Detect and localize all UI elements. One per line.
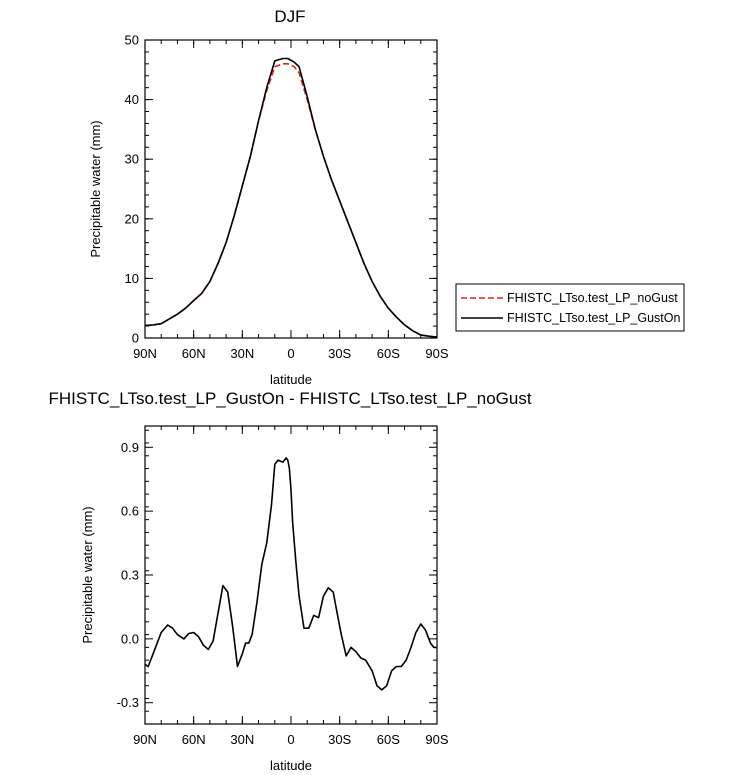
top-x-tick-label: 90N <box>133 346 157 361</box>
bottom-x-tick-label: 30N <box>230 732 254 747</box>
chart-top: DJF 0 10 20 30 40 50 90N 60N 30N 0 30S 60S 90S lati… <box>88 7 685 387</box>
top-x-tick-label: 90S <box>425 346 448 361</box>
bottom-x-axis-label: latitude <box>270 758 312 773</box>
bottom-y-tick-labels: -0.3 0.0 0.3 0.6 0.9 <box>117 440 139 710</box>
bottom-series-lines <box>144 457 437 691</box>
top-x-tick-label: 0 <box>287 346 294 361</box>
bottom-series-line-0 <box>144 457 437 691</box>
bottom-axis-ticks <box>144 426 438 725</box>
top-x-axis-label: latitude <box>270 372 312 387</box>
top-legend: FHISTC_LTso.test_LP_noGust FHISTC_LTso.t… <box>455 283 685 332</box>
bottom-y-tick-label: 0.6 <box>121 504 139 519</box>
top-y-tick-label: 20 <box>125 211 139 226</box>
bottom-x-tick-label: 0 <box>287 732 294 747</box>
top-y-tick-label: 0 <box>132 331 139 346</box>
top-y-tick-label: 40 <box>125 92 139 107</box>
top-x-tick-labels: 90N 60N 30N 0 30S 60S 90S <box>133 346 449 361</box>
bottom-plot-frame <box>144 425 438 725</box>
top-y-tick-label: 50 <box>125 33 139 48</box>
legend-label-nogust: FHISTC_LTso.test_LP_noGust <box>507 291 678 305</box>
bottom-x-tick-label: 60S <box>377 732 400 747</box>
chart-bottom: FHISTC_LTso.test_LP_GustOn - FHISTC_LTso… <box>48 389 531 773</box>
bottom-y-tick-label: 0.3 <box>121 568 139 583</box>
top-y-tick-label: 10 <box>125 271 139 286</box>
top-y-tick-labels: 0 10 20 30 40 50 <box>125 33 139 346</box>
bottom-x-tick-labels: 90N 60N 30N 0 30S 60S 90S <box>133 732 449 747</box>
bottom-x-tick-label: 90S <box>425 732 448 747</box>
bottom-chart-title: FHISTC_LTso.test_LP_GustOn - FHISTC_LTso… <box>48 389 531 408</box>
bottom-x-tick-label: 60N <box>182 732 206 747</box>
bottom-x-tick-label: 90N <box>133 732 157 747</box>
top-x-tick-label: 60N <box>182 346 206 361</box>
top-y-axis-label: Precipitable water (mm) <box>88 120 103 257</box>
bottom-y-tick-label: -0.3 <box>117 695 139 710</box>
bottom-y-tick-label: 0.0 <box>121 631 139 646</box>
bottom-y-tick-label: 0.9 <box>121 440 139 455</box>
legend-label-guston: FHISTC_LTso.test_LP_GustOn <box>507 311 680 325</box>
top-y-tick-label: 30 <box>125 152 139 167</box>
top-axis-ticks <box>144 39 438 339</box>
bottom-y-axis-label: Precipitable water (mm) <box>80 506 95 643</box>
legend-box <box>455 283 685 332</box>
top-series-line-1 <box>144 57 437 338</box>
top-chart-title: DJF <box>274 7 305 26</box>
top-x-tick-label: 60S <box>377 346 400 361</box>
bottom-x-tick-label: 30S <box>328 732 351 747</box>
top-series-line-0 <box>144 62 437 338</box>
top-series-lines <box>144 57 437 338</box>
top-plot-frame <box>144 39 438 339</box>
top-x-tick-label: 30S <box>328 346 351 361</box>
top-x-tick-label: 30N <box>230 346 254 361</box>
